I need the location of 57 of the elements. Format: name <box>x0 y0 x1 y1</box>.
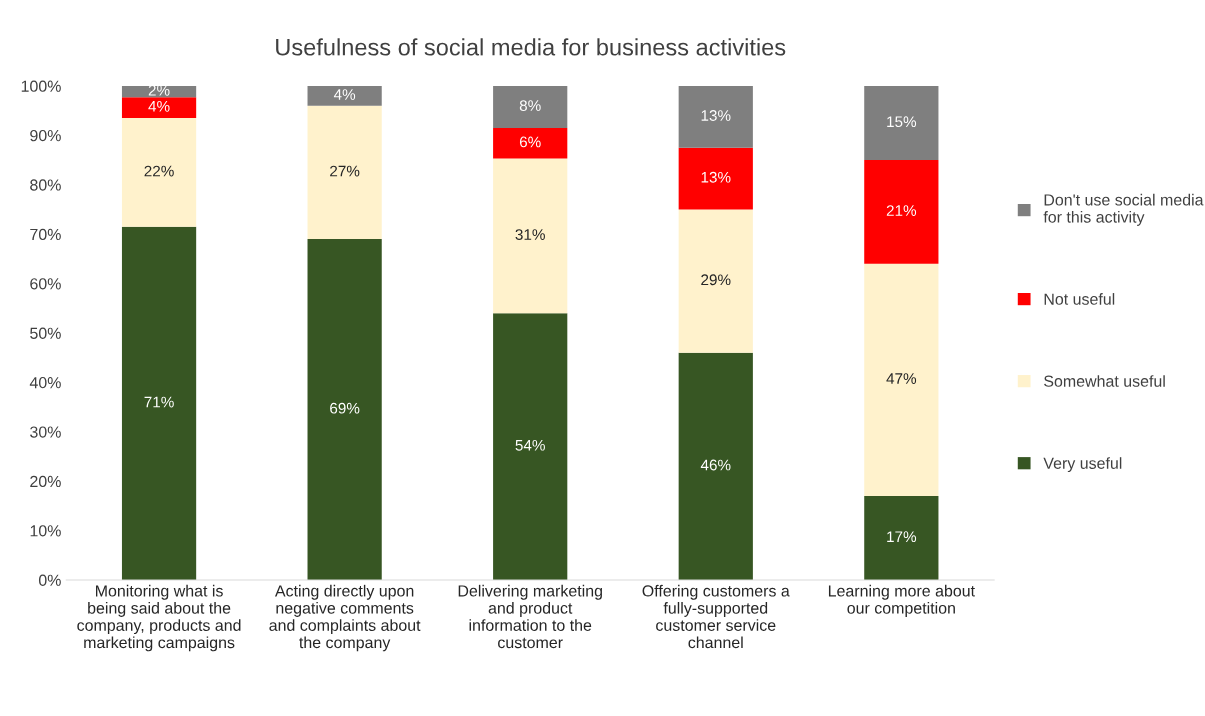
data-label: 29% <box>701 274 731 286</box>
x-tick-label: Offering customers a fully-supported customer service channel <box>642 584 790 649</box>
bar <box>493 85 568 128</box>
bar <box>678 209 753 353</box>
data-label: 4% <box>333 89 356 100</box>
bar <box>493 313 568 580</box>
y-tick-label: 10% <box>30 525 61 537</box>
legend-label: Not useful <box>1044 293 1115 305</box>
bar <box>864 495 939 580</box>
y-tick-label: 60% <box>30 278 61 290</box>
legend-label: Very useful <box>1043 457 1122 473</box>
bar <box>493 158 568 314</box>
bar <box>307 85 382 106</box>
y-tick-label: 50% <box>30 327 61 339</box>
data-label: 71% <box>144 396 174 408</box>
data-label: 13% <box>701 110 731 121</box>
bar <box>864 160 939 264</box>
data-label: 46% <box>700 459 731 471</box>
data-label: 31% <box>515 229 545 240</box>
bar <box>121 226 197 580</box>
data-label: 21% <box>886 205 917 216</box>
data-label: 6% <box>519 136 541 148</box>
data-label: 22% <box>144 165 174 177</box>
data-label: 27% <box>330 165 360 177</box>
data-label: 4% <box>148 101 170 112</box>
y-tick-label: 80% <box>30 179 61 191</box>
data-label: 8% <box>519 100 541 112</box>
bar <box>121 118 197 227</box>
bar <box>864 263 939 496</box>
data-label: 15% <box>887 116 917 128</box>
data-label: 13% <box>701 171 731 183</box>
bar <box>307 239 382 580</box>
legend-label: Don't use social media for this activity <box>1043 193 1204 226</box>
x-tick-label: Monitoring what is being said about the company, products and marketing campaigns <box>77 584 241 652</box>
bar <box>864 85 939 161</box>
y-tick-label: 30% <box>30 426 61 438</box>
legend-label: Somewhat useful <box>1044 375 1165 387</box>
bar <box>121 97 197 119</box>
x-tick-label: Delivering marketing and product information to the customer <box>458 584 602 649</box>
x-tick-label: Acting directly upon negative comments and complaints about the company <box>269 584 421 652</box>
chart-title: Usefulness of social media for business activities <box>276 38 786 56</box>
y-tick-label: 100% <box>21 80 61 92</box>
bar <box>678 147 753 210</box>
y-tick-label: 40% <box>29 376 61 389</box>
data-label: 69% <box>330 402 360 414</box>
bar <box>678 352 753 580</box>
y-tick-label: 70% <box>30 228 61 241</box>
y-tick-label: 0% <box>38 574 61 586</box>
y-tick-label: 20% <box>30 475 61 488</box>
data-label: 47% <box>886 373 917 384</box>
bar <box>307 105 382 240</box>
data-label: 54% <box>515 439 545 451</box>
data-label: 17% <box>887 531 917 543</box>
x-tick-label: Learning more about our competition <box>828 584 975 617</box>
bar <box>493 127 568 159</box>
bar <box>678 85 753 148</box>
y-tick-label: 90% <box>30 129 61 142</box>
